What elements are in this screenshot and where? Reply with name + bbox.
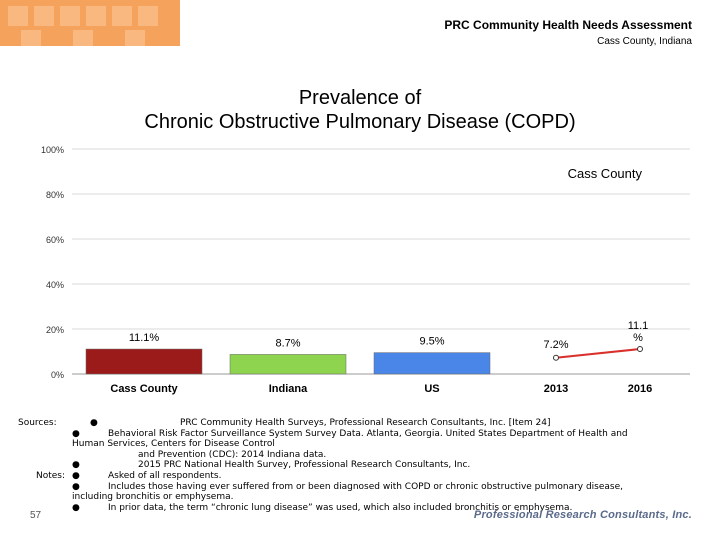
bar-series: 11.1% Cass County 8.7% Indiana 9.5% US	[85, 332, 491, 395]
note-2a: Includes those having ever suffered from…	[108, 481, 624, 492]
trend-value-label: 11.1%	[628, 320, 649, 344]
gridlines	[72, 148, 690, 330]
logo-square	[86, 6, 106, 26]
chart-title-line1: Prevalence of	[298, 87, 422, 109]
notes-label: Notes:	[36, 470, 66, 481]
bar	[229, 354, 347, 375]
source-row: ● Behavioral Risk Factor Surveillance Sy…	[18, 429, 698, 440]
bullet-icon: ●	[90, 418, 98, 428]
note-3: In prior data, the term “chronic lung di…	[108, 502, 573, 513]
trend-series-title: Cass County	[568, 166, 643, 181]
y-tick-label: 0%	[51, 370, 64, 380]
note-2b: including bronchitis or emphysema.	[72, 492, 234, 503]
bullet-icon: ●	[72, 470, 80, 481]
bullet-icon: ●	[72, 502, 80, 513]
bullet-icon: ●	[72, 460, 80, 471]
source-3: 2015 PRC National Health Survey, Profess…	[138, 460, 471, 471]
logo-square	[138, 6, 158, 26]
page-number: 57	[30, 510, 42, 521]
sources-notes: Sources: ● PRC Community Health Surveys,…	[18, 418, 698, 513]
chart-title-line2: Chronic Obstructive Pulmonary Disease (C…	[144, 111, 576, 133]
header-logo-block	[0, 0, 180, 46]
logo-square	[8, 6, 28, 26]
trend-line	[555, 348, 641, 359]
bar	[85, 348, 203, 375]
source-row: Human Services, Centers for Disease Cont…	[18, 439, 698, 450]
note-row: ● In prior data, the term “chronic lung …	[18, 503, 698, 514]
category-label: US	[424, 383, 439, 395]
source-row: Sources: ● PRC Community Health Surveys,…	[18, 418, 698, 429]
logo-square	[73, 30, 93, 46]
year-label: 2013	[544, 383, 568, 395]
year-label: 2016	[628, 383, 652, 395]
sources-label: Sources:	[18, 418, 57, 428]
note-1: Asked of all respondents.	[108, 470, 222, 481]
note-row: including bronchitis or emphysema.	[18, 492, 698, 503]
y-tick-label: 60%	[46, 235, 64, 245]
trend-point	[553, 354, 559, 361]
source-row: and Prevention (CDC): 2014 Indiana data.	[18, 450, 698, 461]
source-row: ● 2015 PRC National Health Survey, Profe…	[18, 460, 698, 471]
category-label: Cass County	[110, 383, 178, 395]
y-tick-label: 100%	[41, 145, 64, 155]
y-tick-label: 80%	[46, 190, 64, 200]
logo-square	[60, 6, 80, 26]
y-tick-label: 20%	[46, 325, 64, 335]
chart-title: Prevalence of Chronic Obstructive Pulmon…	[0, 86, 720, 134]
logo-square	[34, 6, 54, 26]
bullet-icon: ●	[72, 428, 80, 439]
source-2b: Human Services, Centers for Disease Cont…	[72, 439, 275, 450]
y-tick-label: 40%	[46, 280, 64, 290]
company-logo-text: Professional Research Consultants, Inc.	[473, 509, 692, 521]
trend-series: Cass County 2013 2016 7.2% 11.1%	[543, 166, 652, 395]
bullet-icon: ●	[72, 481, 80, 492]
assessment-title: PRC Community Health Needs Assessment	[444, 18, 692, 32]
bar-value-label: 8.7%	[275, 337, 300, 349]
logo-square	[125, 30, 145, 46]
source-2c: and Prevention (CDC): 2014 Indiana data.	[138, 449, 327, 460]
bar-value-label: 9.5%	[419, 336, 444, 348]
bar	[373, 352, 491, 375]
logo-square	[112, 6, 132, 26]
location-subtitle: Cass County, Indiana	[597, 36, 692, 47]
category-label: Indiana	[269, 383, 308, 395]
logo-square	[21, 30, 41, 46]
trend-value-label: 7.2%	[543, 339, 568, 351]
trend-point	[637, 346, 643, 353]
source-2a: Behavioral Risk Factor Surveillance Syst…	[108, 428, 628, 439]
note-row: ● Includes those having ever suffered fr…	[18, 482, 698, 493]
note-row: Notes: ● Asked of all respondents.	[18, 471, 698, 482]
bar-value-label: 11.1%	[129, 332, 160, 344]
source-1: PRC Community Health Surveys, Profession…	[180, 418, 551, 428]
